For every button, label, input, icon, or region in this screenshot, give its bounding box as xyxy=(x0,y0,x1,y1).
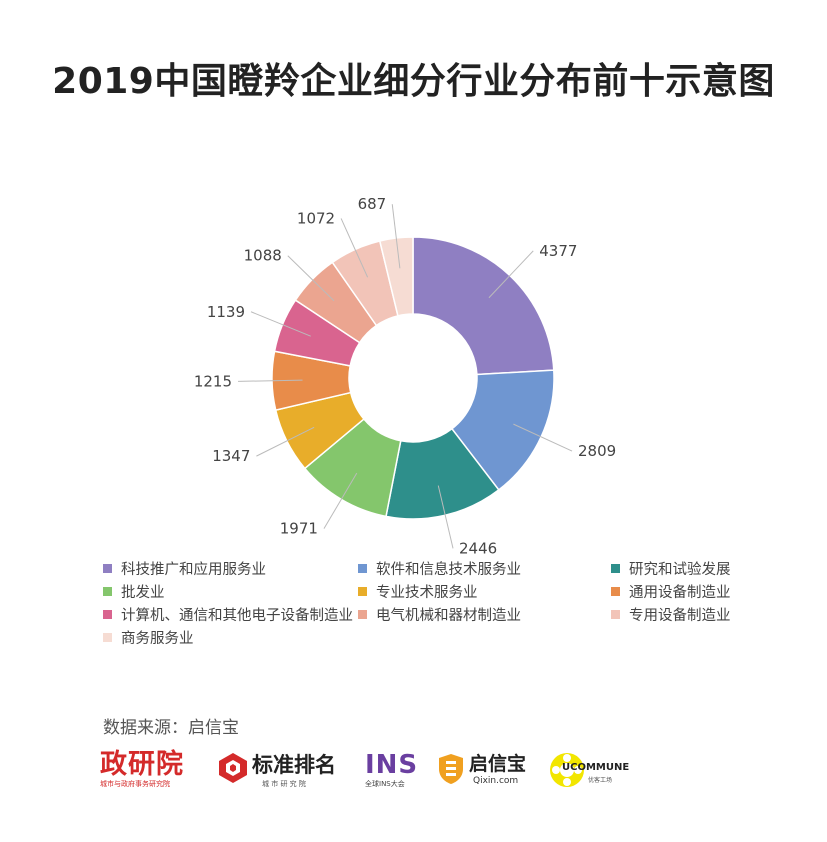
legend-swatch xyxy=(103,610,112,619)
legend-label: 专业技术服务业 xyxy=(376,585,478,601)
legend-swatch xyxy=(103,587,112,596)
biaozhun-logo: 标准排名 城 市 研 究 院 xyxy=(218,750,353,794)
ins-logo: INS 全球INS大会 xyxy=(365,750,425,794)
legend-item: 科技推广和应用服务业 xyxy=(103,558,266,579)
donut-slice xyxy=(412,236,555,376)
legend-label: 批发业 xyxy=(121,585,165,601)
donut-chart: 4377 2809 2446 1971 1347 1215 1139 1088 1072 687 xyxy=(194,195,616,557)
legend-swatch xyxy=(611,564,620,573)
legend-swatch xyxy=(103,633,112,642)
data-label: 687 xyxy=(358,195,387,213)
qixinbao-shield-icon xyxy=(439,754,463,784)
legend-item: 电气机械和器材制造业 xyxy=(358,604,521,625)
leader-line xyxy=(340,218,369,278)
ucommune-logo-text: UCOMMUNE xyxy=(562,762,630,773)
data-label: 1088 xyxy=(244,247,282,265)
leader-line xyxy=(391,204,401,269)
ucommune-logo: UCOMMUNE 优客工场 xyxy=(548,750,678,794)
leader-line xyxy=(513,423,573,452)
leader-line xyxy=(238,379,303,382)
qixinbao-logo-text: 启信宝 xyxy=(469,753,527,775)
data-source: 数据来源：启信宝 xyxy=(103,718,239,738)
data-label: 2809 xyxy=(578,442,616,460)
leader-line xyxy=(488,250,534,299)
legend-item: 专业技术服务业 xyxy=(358,581,478,602)
legend-label: 研究和试验发展 xyxy=(629,562,731,578)
legend-label: 专用设备制造业 xyxy=(629,608,731,624)
leader-line xyxy=(323,472,358,529)
legend-item: 专用设备制造业 xyxy=(611,604,731,625)
legend-label: 软件和信息技术服务业 xyxy=(376,562,521,578)
legend-swatch xyxy=(611,587,620,596)
data-label: 1215 xyxy=(194,372,232,390)
data-label: 1139 xyxy=(207,303,245,321)
legend-item: 批发业 xyxy=(103,581,165,602)
data-label: 1072 xyxy=(297,209,335,227)
biaozhun-logo-text: 标准排名 xyxy=(252,753,336,777)
leader-line xyxy=(256,426,315,457)
ins-logo-text: INS xyxy=(365,750,419,780)
legend-swatch xyxy=(358,564,367,573)
legend-swatch xyxy=(358,587,367,596)
ins-logo-sub: 全球INS大会 xyxy=(365,780,405,788)
legend-label: 商务服务业 xyxy=(121,631,194,647)
legend-label: 通用设备制造业 xyxy=(629,585,731,601)
zhengyanyuan-logo-sub: 城市与政府事务研究院 xyxy=(100,780,170,788)
logo-strip: 政研院 城市与政府事务研究院 标准排名 城 市 研 究 院 INS 全球INS大… xyxy=(100,750,700,794)
data-label: 2446 xyxy=(459,539,497,557)
zhengyanyuan-logo: 政研院 城市与政府事务研究院 xyxy=(100,750,205,794)
legend-swatch xyxy=(358,610,367,619)
leader-line xyxy=(437,485,454,549)
ucommune-logo-sub: 优客工场 xyxy=(588,777,613,784)
legend-swatch xyxy=(103,564,112,573)
legend-swatch xyxy=(611,610,620,619)
data-label: 4377 xyxy=(539,242,577,260)
legend-item: 研究和试验发展 xyxy=(611,558,731,579)
qixinbao-logo: 启信宝 Qixin.com xyxy=(438,750,538,794)
legend-item: 通用设备制造业 xyxy=(611,581,731,602)
data-label: 1971 xyxy=(280,520,318,538)
legend-item: 计算机、通信和其他电子设备制造业 xyxy=(103,604,353,625)
ucommune-mark-icon xyxy=(550,753,584,787)
zhengyanyuan-logo-text: 政研院 xyxy=(100,749,184,780)
leader-line xyxy=(287,255,335,302)
legend-label: 科技推广和应用服务业 xyxy=(121,562,266,578)
legend-label: 电气机械和器材制造业 xyxy=(376,608,521,624)
donut-slice xyxy=(378,236,414,317)
biaozhun-mark-icon xyxy=(219,753,247,783)
legend-item: 软件和信息技术服务业 xyxy=(358,558,521,579)
legend-label: 计算机、通信和其他电子设备制造业 xyxy=(121,608,353,624)
qixinbao-logo-sub: Qixin.com xyxy=(473,776,519,786)
chart-title: 2019中国瞪羚企业细分行业分布前十示意图 xyxy=(52,61,775,102)
leader-line xyxy=(250,311,311,337)
biaozhun-logo-sub: 城 市 研 究 院 xyxy=(262,780,306,788)
data-label: 1347 xyxy=(212,447,250,465)
legend-item: 商务服务业 xyxy=(103,627,194,648)
